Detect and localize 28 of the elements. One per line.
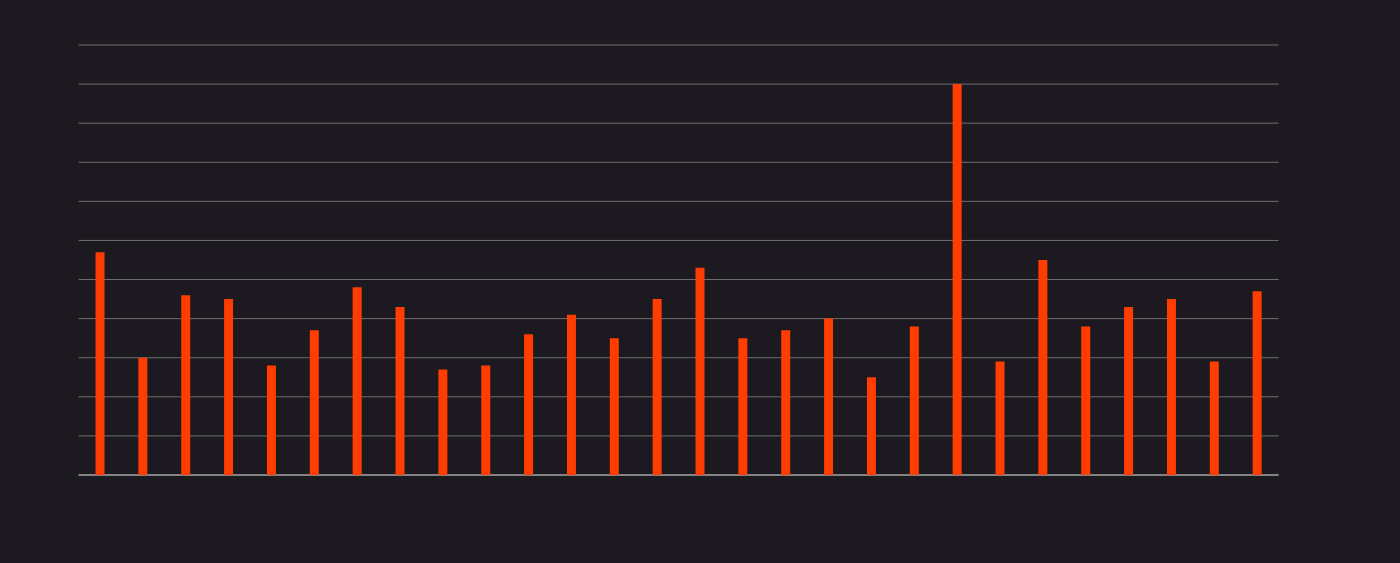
bar [866,377,876,475]
bar [1166,299,1176,475]
bar [524,334,534,475]
bar [1081,326,1091,475]
bar [352,287,362,475]
bar [438,369,448,475]
bar [781,330,791,475]
bar [824,318,834,475]
bar [481,365,491,475]
bar [1252,291,1262,475]
bar [952,84,962,475]
bar [695,267,705,475]
bar [95,252,105,475]
bar [181,295,191,475]
bar [224,299,234,475]
bar [609,338,619,475]
bar [995,361,1005,475]
bar [652,299,662,475]
bar [566,314,576,475]
bar [1038,259,1048,475]
bar [1209,361,1219,475]
bar [309,330,319,475]
bar [1124,306,1134,475]
bar [909,326,919,475]
bar [138,357,148,475]
bar [266,365,276,475]
bar [738,338,748,475]
bar [395,306,405,475]
